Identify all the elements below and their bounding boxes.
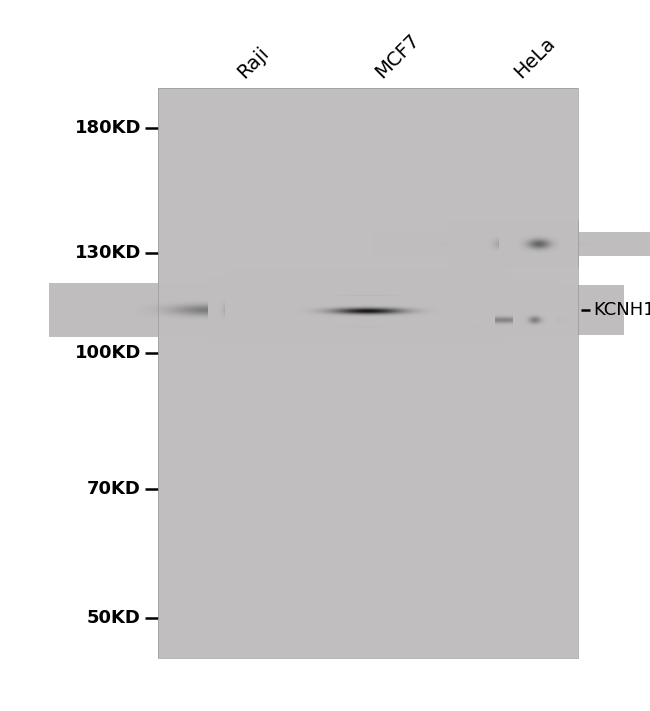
Text: 70KD: 70KD — [87, 480, 141, 498]
Text: 50KD: 50KD — [87, 609, 141, 626]
Text: HeLa: HeLa — [511, 33, 559, 82]
Text: 100KD: 100KD — [75, 344, 141, 362]
Bar — [158, 88, 578, 658]
Bar — [158, 88, 578, 658]
Text: KCNH1: KCNH1 — [593, 301, 650, 319]
Text: 130KD: 130KD — [75, 244, 141, 262]
Text: 180KD: 180KD — [75, 119, 141, 137]
Text: MCF7: MCF7 — [372, 31, 424, 82]
Text: Raji: Raji — [233, 43, 272, 82]
